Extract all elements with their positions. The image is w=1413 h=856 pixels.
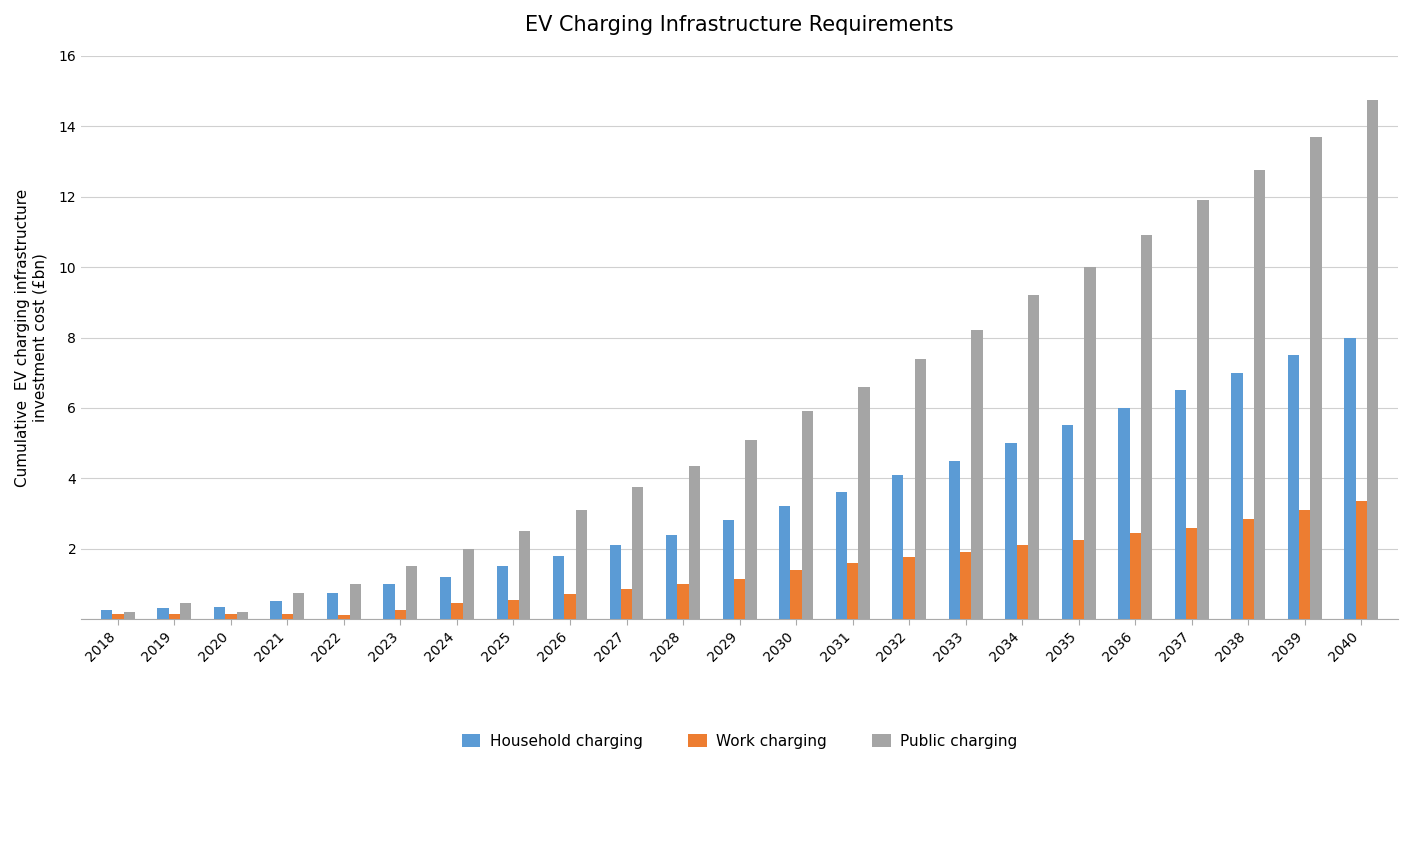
Bar (406, 566, 417, 619)
Bar (1355, 501, 1366, 619)
Bar (1186, 527, 1197, 619)
Bar (338, 615, 349, 619)
Bar (1140, 235, 1152, 619)
Bar (688, 466, 699, 619)
Bar (666, 534, 677, 619)
Bar (1366, 100, 1378, 619)
Bar (959, 552, 971, 619)
Bar (846, 562, 858, 619)
Bar (451, 603, 462, 619)
Bar (790, 570, 801, 619)
Bar (394, 610, 406, 619)
Bar (575, 510, 586, 619)
Bar (1287, 355, 1299, 619)
Bar (1118, 408, 1129, 619)
Bar (1016, 545, 1027, 619)
Bar (632, 487, 643, 619)
Bar (507, 600, 519, 619)
Bar (903, 557, 914, 619)
Bar (519, 531, 530, 619)
Bar (677, 584, 688, 619)
Bar (157, 609, 168, 619)
Bar (914, 359, 926, 619)
Bar (225, 614, 236, 619)
Bar (1310, 137, 1321, 619)
Bar (1299, 510, 1310, 619)
Bar (801, 412, 812, 619)
Bar (292, 592, 304, 619)
Bar (123, 612, 134, 619)
Bar (439, 577, 451, 619)
Bar (1253, 170, 1265, 619)
Bar (1005, 443, 1016, 619)
Bar (179, 603, 191, 619)
Bar (383, 584, 394, 619)
Bar (1027, 295, 1039, 619)
Bar (326, 592, 338, 619)
Bar (281, 614, 292, 619)
Bar (1072, 540, 1084, 619)
Bar (835, 492, 846, 619)
Bar (552, 556, 564, 619)
Title: EV Charging Infrastructure Requirements: EV Charging Infrastructure Requirements (526, 15, 954, 35)
Bar (213, 607, 225, 619)
Bar (620, 589, 632, 619)
Bar (564, 594, 575, 619)
Bar (779, 507, 790, 619)
Bar (733, 579, 745, 619)
Bar (112, 614, 123, 619)
Y-axis label: Cumulative  EV charging infrastructure
investment cost (£bn): Cumulative EV charging infrastructure in… (16, 188, 48, 486)
Bar (1242, 519, 1253, 619)
Bar (1129, 532, 1140, 619)
Bar (236, 612, 247, 619)
Bar (1174, 390, 1186, 619)
Bar (1061, 425, 1072, 619)
Bar (1231, 372, 1242, 619)
Bar (496, 566, 507, 619)
Bar (971, 330, 982, 619)
Bar (100, 610, 112, 619)
Bar (948, 461, 959, 619)
Bar (1197, 200, 1208, 619)
Bar (1344, 337, 1355, 619)
Bar (722, 520, 733, 619)
Bar (892, 475, 903, 619)
Bar (1084, 267, 1095, 619)
Bar (462, 549, 473, 619)
Bar (858, 387, 869, 619)
Bar (168, 614, 179, 619)
Bar (349, 584, 360, 619)
Bar (609, 545, 620, 619)
Bar (270, 602, 281, 619)
Bar (745, 439, 756, 619)
Legend: Household charging, Work charging, Public charging: Household charging, Work charging, Publi… (456, 728, 1023, 755)
